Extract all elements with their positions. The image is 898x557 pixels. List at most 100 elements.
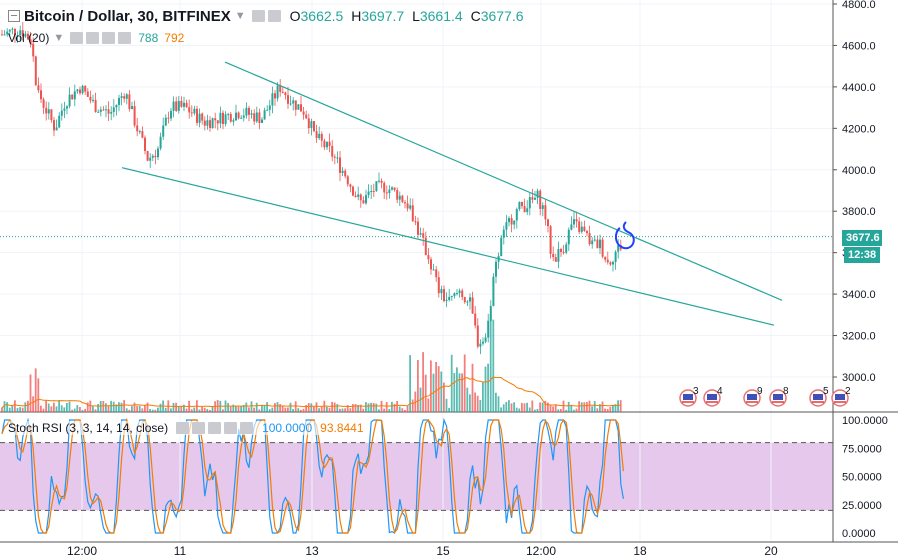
close-icon[interactable] (118, 32, 132, 44)
volume-bar (141, 408, 144, 412)
candle-body (320, 133, 323, 141)
chevron-down-icon[interactable]: ▼ (53, 32, 65, 44)
candle-body (310, 121, 313, 129)
candle-body (575, 219, 578, 222)
candle-body (237, 112, 240, 119)
volume-bar (541, 402, 544, 412)
time-tick-label: 20 (764, 544, 778, 557)
candle-body (73, 91, 76, 100)
candle-body (580, 226, 583, 232)
gear-icon[interactable] (192, 422, 206, 434)
candle-body (391, 187, 393, 190)
candle-body (255, 112, 258, 122)
candle-body (492, 276, 495, 306)
volume-bar (554, 404, 557, 412)
arrow-down-icon[interactable] (224, 422, 238, 434)
volume-bar (281, 405, 284, 412)
volume-bar (463, 354, 466, 412)
volume-bar (136, 406, 138, 412)
candle-body (250, 113, 253, 115)
candle-body (349, 184, 352, 187)
stoch-tick-label: 25.0000 (842, 500, 882, 512)
candle-body (469, 297, 471, 302)
volume-bar (354, 403, 357, 412)
plus-icon[interactable] (102, 32, 116, 44)
gear-icon[interactable] (267, 10, 281, 22)
candle-body (453, 293, 456, 296)
candle-body (313, 121, 315, 132)
chevron-down-icon[interactable]: ▼ (234, 10, 246, 22)
candle-body (201, 113, 204, 121)
volume-bar (370, 402, 372, 412)
volume-bar (94, 409, 97, 412)
volume-bar (112, 401, 115, 412)
candle-body (287, 95, 289, 104)
flag-canton (835, 394, 845, 400)
volume-bar (105, 403, 107, 412)
candle-body (164, 117, 167, 126)
candle-body (573, 219, 575, 225)
time-tick-label: 12:00 (67, 544, 97, 557)
candle-body (471, 297, 474, 314)
volume-bar (157, 407, 159, 412)
candle-body (333, 156, 336, 158)
candle-body (414, 221, 417, 223)
candle-body (47, 109, 50, 114)
volume-bar (180, 406, 183, 412)
volume-bar (601, 401, 604, 412)
ohlc-readout: O3662.5 H3697.7 L3661.4 C3677.6 (290, 8, 528, 24)
candle-body (445, 300, 448, 302)
volume-bar (391, 401, 393, 412)
candle-body (3, 34, 6, 36)
volume-bar (393, 403, 396, 412)
candle-body (401, 195, 404, 203)
candle-body (185, 102, 188, 108)
volume-bar (302, 408, 305, 412)
candle-body (393, 187, 396, 191)
candle-body (193, 108, 196, 114)
stoch-rsi-label[interactable]: Stoch RSI (3, 3, 14, 14, close) (8, 421, 169, 435)
candle-body (495, 261, 497, 277)
volume-bar (359, 404, 362, 412)
price-tick-label: 3200.0 (842, 331, 876, 343)
candle-body (476, 325, 479, 347)
volume-bar (237, 406, 240, 412)
volume-bar (612, 404, 614, 412)
candle-body (552, 253, 555, 258)
volume-bar (513, 402, 515, 412)
candle-body (474, 313, 477, 326)
low-value: 3661.4 (419, 8, 463, 24)
volume-bar (445, 398, 448, 412)
eye-icon[interactable] (70, 32, 84, 44)
arrow-up-icon[interactable] (208, 422, 222, 434)
candle-body (84, 85, 87, 92)
volume-bar (310, 403, 313, 412)
volume-bar (37, 378, 40, 412)
volume-bar (47, 403, 50, 412)
eye-icon[interactable] (251, 10, 265, 22)
candle-body (162, 125, 165, 137)
symbol-header: Bitcoin / Dollar, 30, BITFINEX ▼ O3662.5… (0, 4, 528, 28)
volume-label[interactable]: Vol (20) (8, 31, 50, 45)
candle-body (534, 197, 536, 200)
candle-body (487, 320, 490, 338)
collapse-icon[interactable] (8, 10, 20, 22)
close-icon[interactable] (240, 422, 254, 434)
volume-bars (1, 314, 622, 412)
candle-body (380, 180, 383, 183)
candle-body (159, 136, 162, 149)
candle-body (37, 85, 40, 91)
candle-body (601, 239, 604, 257)
candle-body (190, 112, 193, 114)
event-count-label: 3 (693, 386, 699, 397)
volume-bar (352, 404, 354, 412)
candle-body (50, 109, 53, 121)
volume-bar (261, 405, 263, 412)
volume-bar (120, 402, 123, 412)
eye-icon[interactable] (176, 422, 190, 434)
candle-body (515, 209, 518, 221)
volume-bar (68, 401, 71, 412)
symbol-title[interactable]: Bitcoin / Dollar, 30, BITFINEX (24, 7, 231, 25)
gear-icon[interactable] (86, 32, 100, 44)
